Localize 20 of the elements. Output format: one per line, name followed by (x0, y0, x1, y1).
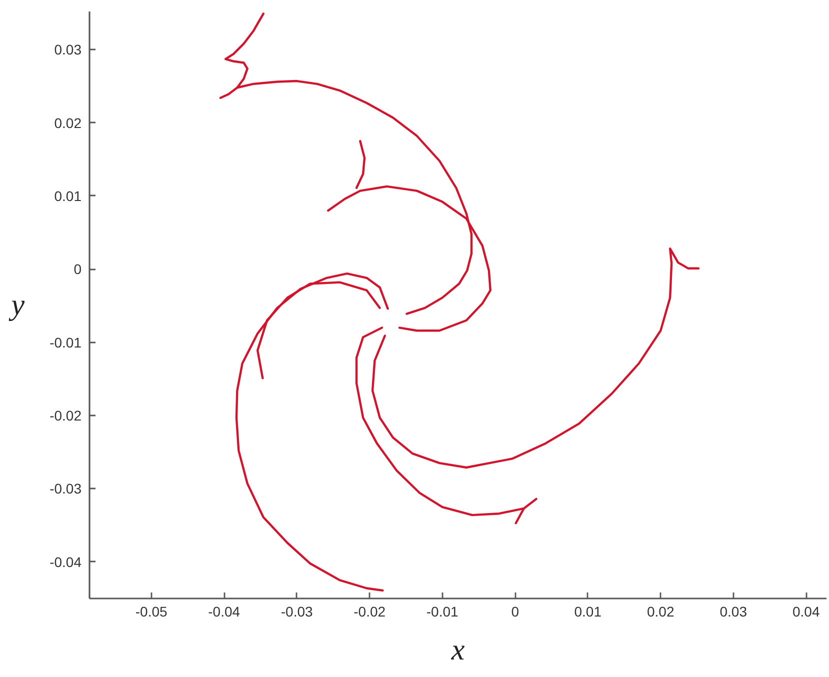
x-tick-label: -0.01 (426, 604, 459, 620)
x-tick-label: 0.01 (574, 604, 602, 620)
x-tick-label: -0.05 (135, 604, 168, 620)
x-tick-label: 0.04 (792, 604, 820, 620)
x-axis-title: x (450, 634, 466, 666)
y-tick-label: 0.03 (54, 42, 82, 58)
y-tick-label: -0.01 (50, 334, 82, 350)
x-tick-label: 0 (511, 604, 520, 620)
x-tick-label: -0.02 (354, 604, 386, 620)
y-tick-label: -0.02 (50, 408, 82, 424)
x-tick-label: 0.03 (720, 604, 748, 620)
y-tick-label: 0.02 (54, 114, 82, 131)
y-axis-title: y (8, 288, 26, 322)
x-tick-label: 0.02 (646, 604, 674, 620)
y-tick-label: -0.04 (50, 554, 82, 570)
y-tick-label: -0.03 (50, 480, 82, 497)
x-tick-label: -0.03 (280, 604, 314, 620)
y-tick-label: 0 (74, 261, 82, 278)
x-tick-label: -0.04 (208, 604, 240, 620)
y-tick-label: 0.01 (54, 188, 82, 204)
